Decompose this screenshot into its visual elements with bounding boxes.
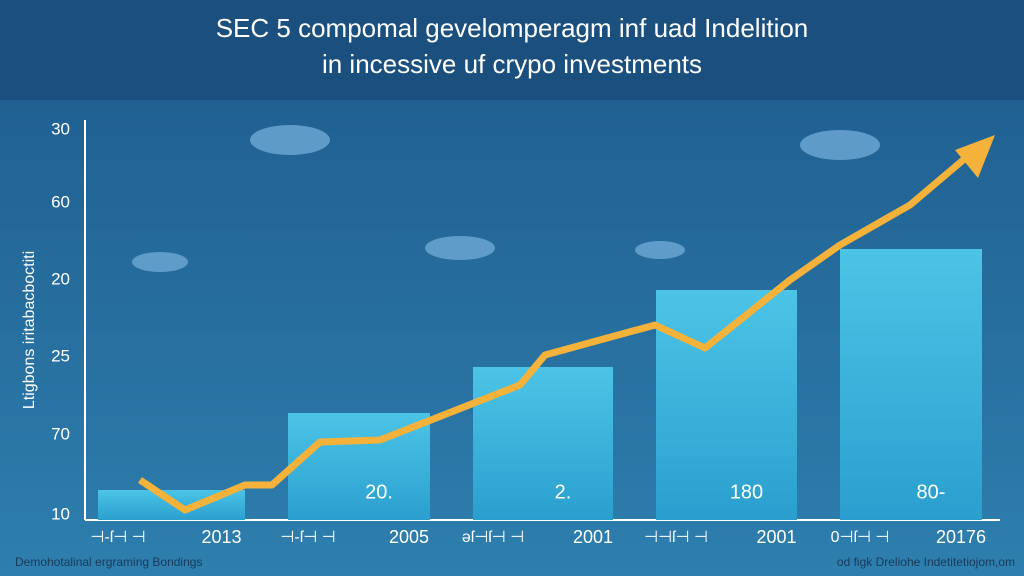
x-tick-label: 2013	[201, 527, 241, 547]
x-glyph: 0⊣ſ⊣ ⊣	[831, 529, 890, 546]
y-tick-label: 20	[51, 269, 70, 288]
y-tick-label: 60	[51, 192, 70, 211]
x-tick-label: 2001	[756, 527, 796, 547]
x-tick-label: 2005	[389, 527, 429, 547]
x-tick-label: 20176	[936, 527, 986, 547]
clouds	[132, 125, 880, 272]
footer-right: od figk Dreliohe Indetitetiojom,om	[837, 555, 1015, 569]
x-glyph: ⊣-ſ⊣ ⊣	[280, 529, 335, 546]
x-glyph: ⊣-ſ⊣ ⊣	[90, 529, 145, 546]
bar-label: 20.	[365, 481, 393, 503]
y-tick-label: 25	[51, 346, 70, 365]
y-tick-label: 30	[51, 119, 70, 138]
bar	[656, 290, 797, 520]
header-band	[0, 0, 1024, 100]
x-tick-label: 2001	[573, 527, 613, 547]
y-tick-label: 70	[51, 424, 70, 443]
y-tick-label: 10	[51, 504, 70, 523]
y-axis-label: Ltigbons iritabacboctiti	[21, 251, 38, 409]
x-glyph: ǝſ⊣ſ⊣ ⊣	[462, 529, 524, 546]
bar-label: 2.	[555, 481, 572, 503]
title: SEC 5 compomal gevelomperagm inf uad Ind…	[216, 13, 809, 43]
footer-left: Demohotalinal ergraming Bondings	[15, 555, 202, 569]
bar-label: 180	[730, 481, 763, 503]
bar	[473, 367, 613, 520]
title: in incessive uf crypo investments	[322, 49, 702, 79]
trend-line	[138, 147, 978, 514]
x-glyph: ⊣⊣ſ⊣ ⊣	[644, 529, 708, 546]
bar	[840, 249, 982, 520]
bar-label: 80-	[917, 481, 946, 503]
trend-arrow	[955, 135, 995, 178]
